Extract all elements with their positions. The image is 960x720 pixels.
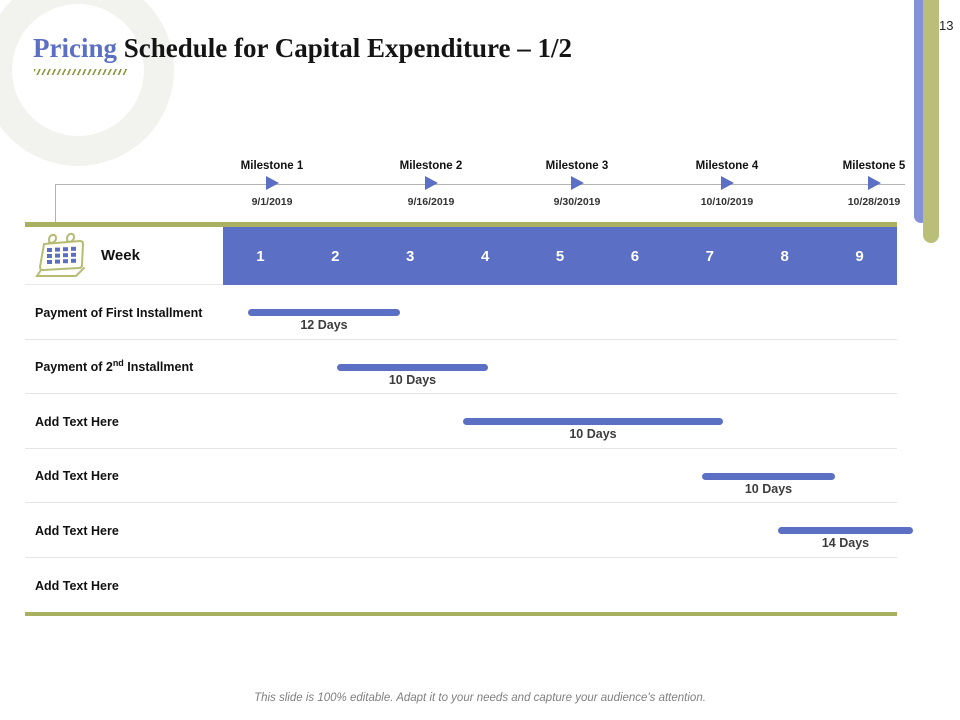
- week-cell: 1: [256, 247, 265, 265]
- milestone-label: Milestone 3: [545, 160, 609, 172]
- task-bar: [702, 472, 835, 480]
- week-cell: 2: [331, 247, 340, 265]
- task-label-text: Payment of First Installment: [35, 305, 203, 320]
- milestone-marker-icon: [570, 175, 584, 190]
- footer-note: This slide is 100% editable. Adapt it to…: [254, 692, 706, 704]
- milestone-label: Milestone 2: [399, 160, 463, 172]
- task-label-text: Add Text Here: [35, 469, 119, 484]
- milestone-label: Milestone 4: [695, 160, 759, 172]
- title-highlight: Pricing: [33, 33, 117, 63]
- task-label-suffix: Installment: [123, 360, 194, 375]
- task-label: Add Text Here: [35, 577, 119, 593]
- task-duration-label: 10 Days: [569, 427, 617, 441]
- week-cell: 4: [480, 247, 490, 265]
- milestone-date: 9/30/2019: [553, 195, 601, 208]
- milestone-marker-icon: [424, 175, 438, 190]
- task-duration-label: 10 Days: [388, 372, 437, 387]
- task-label-text: Payment of 2: [35, 360, 113, 375]
- task-label-superscript: nd: [112, 358, 124, 369]
- table-bottom-border: [25, 612, 897, 616]
- timeline-axis-line: [55, 184, 905, 185]
- week-strip: 1 2 3 4 5 6 7 8 9: [223, 227, 897, 285]
- page-number: 13: [939, 18, 954, 33]
- task-label-text: Add Text Here: [35, 523, 119, 538]
- task-label: Add Text Here: [35, 467, 119, 483]
- table-top-border: [25, 222, 897, 227]
- task-bar: [778, 527, 913, 534]
- task-duration-label: 10 Days: [744, 481, 793, 496]
- week-cell: 6: [630, 247, 640, 265]
- task-row: Add Text Here: [25, 558, 897, 613]
- task-label: Add Text Here: [35, 413, 119, 429]
- milestone-marker-icon: [867, 175, 881, 190]
- week-header-row: Week 1 2 3 4 5 6 7 8 9: [25, 227, 897, 285]
- milestone: Milestone 3 9/30/2019: [512, 160, 642, 209]
- task-row: Add Text Here 10 Days: [25, 449, 897, 503]
- task-row: Payment of 2nd Installment 10 Days: [25, 340, 897, 394]
- task-rows: Payment of First Installment 12 Days Pay…: [25, 285, 913, 613]
- milestone: Milestone 5 10/28/2019: [809, 160, 939, 209]
- week-header-label: Week: [101, 247, 140, 264]
- title-rest: Schedule for Capital Expenditure – 1/2: [116, 33, 573, 63]
- task-duration-label: 14 Days: [821, 536, 870, 550]
- title-underline: [34, 69, 128, 75]
- task-duration-label: 12 Days: [300, 318, 348, 332]
- week-cell: 5: [555, 247, 565, 265]
- task-bar: [337, 363, 488, 371]
- week-cell: 9: [855, 247, 864, 265]
- task-label: Add Text Here: [35, 522, 119, 538]
- task-label: Payment of 2nd Installment: [35, 358, 193, 374]
- milestone-date: 9/16/2019: [407, 195, 455, 208]
- decorative-bar-olive: [923, 0, 939, 243]
- task-row: Payment of First Installment 12 Days: [25, 285, 897, 340]
- week-cell: 3: [406, 247, 415, 265]
- page-title: Pricing Schedule for Capital Expenditure…: [33, 33, 572, 64]
- task-row: Add Text Here 14 Days: [25, 503, 913, 558]
- milestone-label: Milestone 5: [842, 160, 906, 172]
- task-label: Payment of First Installment: [35, 304, 202, 320]
- milestone-date: 9/1/2019: [251, 195, 293, 208]
- task-row: Add Text Here 10 Days: [25, 394, 897, 449]
- week-cell: 7: [705, 247, 714, 265]
- milestone: Milestone 2 9/16/2019: [366, 160, 496, 209]
- milestone-marker-icon: [720, 175, 734, 190]
- calendar-icon: [35, 232, 85, 277]
- milestone-label: Milestone 1: [240, 160, 304, 172]
- timeline-connector-line: [55, 184, 56, 223]
- task-label-text: Add Text Here: [35, 414, 119, 429]
- task-bar: [463, 418, 723, 425]
- milestone-marker-icon: [265, 175, 279, 190]
- task-bar: [248, 309, 400, 316]
- task-label-text: Add Text Here: [35, 578, 119, 593]
- milestone: Milestone 4 10/10/2019: [662, 160, 792, 209]
- milestone: Milestone 1 9/1/2019: [207, 160, 337, 209]
- decorative-circle: [0, 0, 174, 166]
- week-header-cell: Week: [25, 227, 223, 285]
- milestone-date: 10/10/2019: [700, 195, 754, 208]
- week-cell: 8: [780, 247, 789, 265]
- milestone-date: 10/28/2019: [847, 195, 901, 208]
